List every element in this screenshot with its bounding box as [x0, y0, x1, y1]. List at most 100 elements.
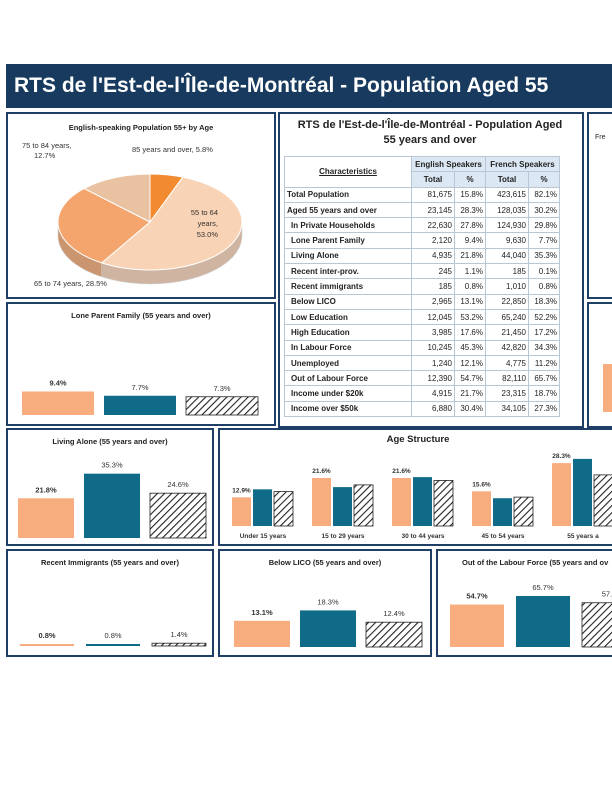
row-english-pct: 28.3% [454, 201, 486, 219]
bar-data-label: 7.3% [213, 384, 230, 393]
lone-parent-title: Lone Parent Family (55 years and over) [71, 311, 211, 320]
bar-data-label: 24.6% [167, 480, 189, 489]
out-of-labour-title: Out of the Labour Force (55 years and ov [462, 558, 609, 567]
row-english-pct: 45.3% [454, 339, 486, 356]
bar [413, 477, 432, 526]
bar-data-label: 21.6% [312, 468, 331, 475]
col-english-pct: % [454, 171, 486, 188]
bar-data-label: 65.7% [532, 583, 554, 592]
table-row: Out of Labour Force 12,390 54.7% 82,110 65.7… [284, 370, 560, 387]
bar [300, 610, 356, 647]
stats-table: Characteristics English Speakers French … [284, 155, 560, 418]
col-english-total: Total [411, 171, 455, 188]
row-label: Recent immigrants [284, 278, 412, 295]
bar-data-label: 0.8% [38, 631, 55, 640]
pie-label-65: 65 to 74 years, 28.5% [34, 279, 107, 288]
table-row: In Labour Force 10,245 45.3% 42,820 34.3% [284, 339, 560, 356]
bar-data-label: 15.6% [472, 481, 491, 488]
bar-data-label: 21.6% [392, 468, 411, 475]
bar-data-label: 21.8% [35, 485, 57, 494]
pie-chart: 75 to 84 years, 12.7% 85 years and over,… [22, 141, 243, 288]
bar [552, 463, 571, 526]
living-alone-chart: 21.8% 35.3% 24.6% [18, 461, 207, 539]
x-tick-label: 15 to 29 years [321, 533, 364, 540]
row-label: High Education [284, 324, 412, 341]
table-row: Below LICO 2,965 13.1% 22,850 18.3% [284, 293, 560, 310]
row-label: Income under $20k [284, 385, 412, 402]
table-row: Recent immigrants 185 0.8% 1,010 0.8% [284, 278, 560, 295]
bar-data-label: 1.4% [170, 630, 187, 639]
row-french-total: 21,450 [485, 324, 529, 341]
age-structure-panel: Age Structure 12.9% Under 15 years 21.6% 15… [218, 428, 612, 546]
row-french-total: 1,010 [485, 278, 529, 295]
row-english-pct: 1.1% [454, 263, 486, 280]
bar [513, 496, 534, 527]
row-french-total: 22,850 [485, 293, 529, 310]
row-french-pct: 17.2% [528, 324, 560, 341]
row-french-pct: 52.2% [528, 308, 560, 326]
row-label: Lone Parent Family [284, 232, 412, 249]
row-label: Unemployed [284, 354, 412, 372]
row-french-pct: 30.2% [528, 201, 560, 219]
row-english-total: 12,045 [411, 308, 455, 326]
row-english-pct: 0.8% [454, 278, 486, 295]
x-tick-label: 30 to 44 years [401, 533, 444, 540]
recent-immigrants-panel: Recent Immigrants (55 years and over) 0.… [6, 549, 214, 657]
x-tick-label: 55 years a [567, 533, 599, 540]
out-of-labour-panel: Out of the Labour Force (55 years and ov… [436, 549, 612, 657]
bar-data-label: 9.4% [49, 379, 66, 388]
table-row: Income over $50k 6,880 30.4% 34,105 27.3% [284, 400, 560, 418]
side-panel-label: Fre [595, 134, 606, 141]
bar-data-label: 18.3% [317, 597, 339, 606]
side-panel-partial-2 [587, 302, 612, 428]
row-label: Out of Labour Force [284, 370, 412, 387]
bar [472, 491, 491, 526]
col-english: English Speakers [411, 155, 486, 173]
row-label: In Labour Force [284, 339, 412, 356]
side-panel-partial: Fre [587, 112, 612, 299]
row-english-total: 12,390 [411, 370, 455, 387]
bar [450, 604, 504, 647]
living-alone-title: Living Alone (55 years and over) [52, 437, 168, 446]
row-french-total: 65,240 [485, 308, 529, 326]
pie-label-55b: years, [198, 219, 218, 228]
row-french-total: 23,315 [485, 385, 529, 402]
bar-data-label: 13.1% [251, 608, 273, 617]
age-structure-chart: 12.9% Under 15 years 21.6% 15 to 29 years 21… [232, 453, 612, 540]
out-of-labour-chart: 54.7% 65.7% 57.8 [450, 583, 612, 648]
pie-label-85: 85 years and over, 5.8% [132, 145, 213, 154]
bar [581, 602, 612, 648]
row-english-total: 10,245 [411, 339, 455, 356]
row-french-pct: 34.3% [528, 339, 560, 356]
bar [433, 480, 454, 527]
table-row: In Private Households 22,630 27.8% 124,930 2… [284, 217, 560, 234]
bar [20, 644, 74, 646]
bar-data-label: 28.3% [552, 453, 571, 460]
bar [22, 391, 94, 415]
pie-label-55a: 55 to 64 [191, 208, 218, 217]
row-english-pct: 17.6% [454, 324, 486, 341]
table-row: Total Population 81,675 15.8% 423,615 82.1% [284, 186, 560, 203]
table-title-line2: 55 years and over [383, 134, 477, 146]
row-label: In Private Households [284, 217, 412, 234]
recent-immigrants-chart: 0.8% 0.8% 1.4% [20, 630, 207, 647]
bar [86, 644, 140, 646]
pie-slice [100, 176, 243, 271]
page-banner-title: RTS de l'Est-de-l'Île-de-Montréal - Popu… [6, 64, 612, 108]
col-french-total: Total [485, 171, 529, 188]
row-french-pct: 0.1% [528, 263, 560, 280]
table-row: Income under $20k 4,915 21.7% 23,315 18.7% [284, 385, 560, 402]
row-label: Recent inter-prov. [284, 263, 412, 280]
row-english-pct: 21.8% [454, 247, 486, 265]
bar-data-label: 57.8 [602, 590, 612, 599]
table-title: RTS de l'Est-de-l'Île-de-Montréal - Popu… [280, 118, 580, 148]
row-label: Income over $50k [284, 400, 412, 418]
bar-data-label: 35.3% [101, 461, 123, 470]
pie-slice [83, 173, 151, 223]
row-french-pct: 18.7% [528, 385, 560, 402]
below-lico-chart: 13.1% 18.3% 12.4% [234, 597, 423, 648]
row-label: Aged 55 years and over [284, 201, 412, 219]
row-french-pct: 82.1% [528, 186, 560, 203]
table-row: Living Alone 4,935 21.8% 44,040 35.3% [284, 247, 560, 265]
row-french-pct: 27.3% [528, 400, 560, 418]
